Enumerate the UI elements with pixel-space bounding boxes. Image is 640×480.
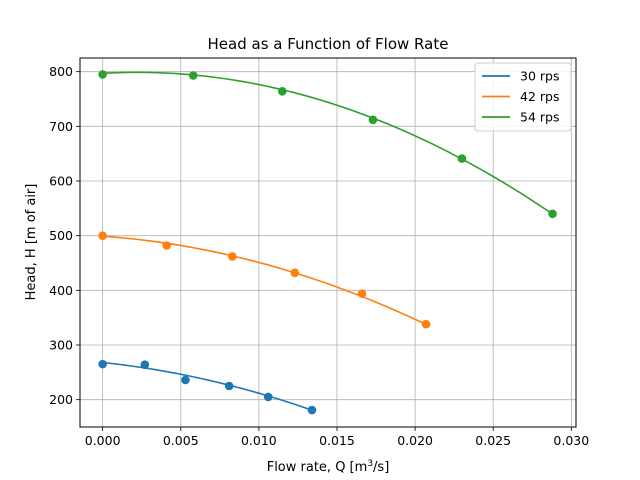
x-tick-label: 0.015: [319, 433, 355, 448]
y-tick-label: 800: [49, 64, 73, 79]
legend-label: 42 rps: [520, 89, 559, 104]
x-axis-label: Flow rate, Q [m3/s]: [267, 459, 390, 475]
x-tick-label: 0.030: [553, 433, 589, 448]
data-point: [98, 359, 107, 369]
y-tick-label: 700: [49, 119, 73, 134]
y-tick-label: 600: [49, 174, 73, 189]
x-tick-label: 0.000: [85, 433, 121, 448]
x-tick-label: 0.020: [397, 433, 433, 448]
data-point: [140, 360, 150, 369]
y-tick-label: 200: [49, 392, 73, 407]
y-tick-label: 400: [49, 283, 73, 298]
data-point: [263, 392, 273, 402]
legend: 30 rps 42 rps 54 rps: [474, 62, 572, 132]
data-point: [457, 154, 467, 163]
data-point: [181, 375, 190, 385]
series-line-0: [102, 361, 313, 411]
data-point: [228, 252, 237, 261]
y-axis-label: Head, H [m of air]: [24, 184, 39, 301]
data-point: [188, 71, 198, 80]
data-point: [421, 319, 431, 329]
series-line-2: [102, 71, 554, 215]
legend-label: 30 rps: [520, 69, 559, 84]
x-tick-label: 0.010: [241, 433, 277, 448]
data-point: [98, 231, 107, 240]
y-tick-label: 300: [49, 338, 73, 353]
x-tick-label: 0.005: [163, 433, 199, 448]
data-point: [307, 405, 317, 415]
y-tick-label: 500: [49, 228, 73, 243]
chart-title: Head as a Function of Flow Rate: [208, 35, 449, 53]
data-point: [162, 241, 172, 250]
grid: [80, 58, 576, 427]
data-point: [357, 289, 367, 298]
legend-label: 54 rps: [520, 110, 559, 125]
plot-area-frame: [79, 57, 577, 428]
data-point: [224, 381, 234, 391]
axis-ticks: 0.000 0.005 0.010 0.015 0.020 0.025 0.030 200 30…: [49, 64, 589, 448]
x-tick-label: 0.025: [475, 433, 511, 448]
data-point: [98, 70, 107, 79]
data-point: [548, 209, 557, 219]
series-layer: [98, 70, 557, 415]
data-point: [368, 115, 378, 125]
data-point: [290, 268, 300, 278]
data-point: [278, 87, 287, 96]
series-line-1: [102, 235, 427, 326]
legend-box: [474, 62, 572, 132]
